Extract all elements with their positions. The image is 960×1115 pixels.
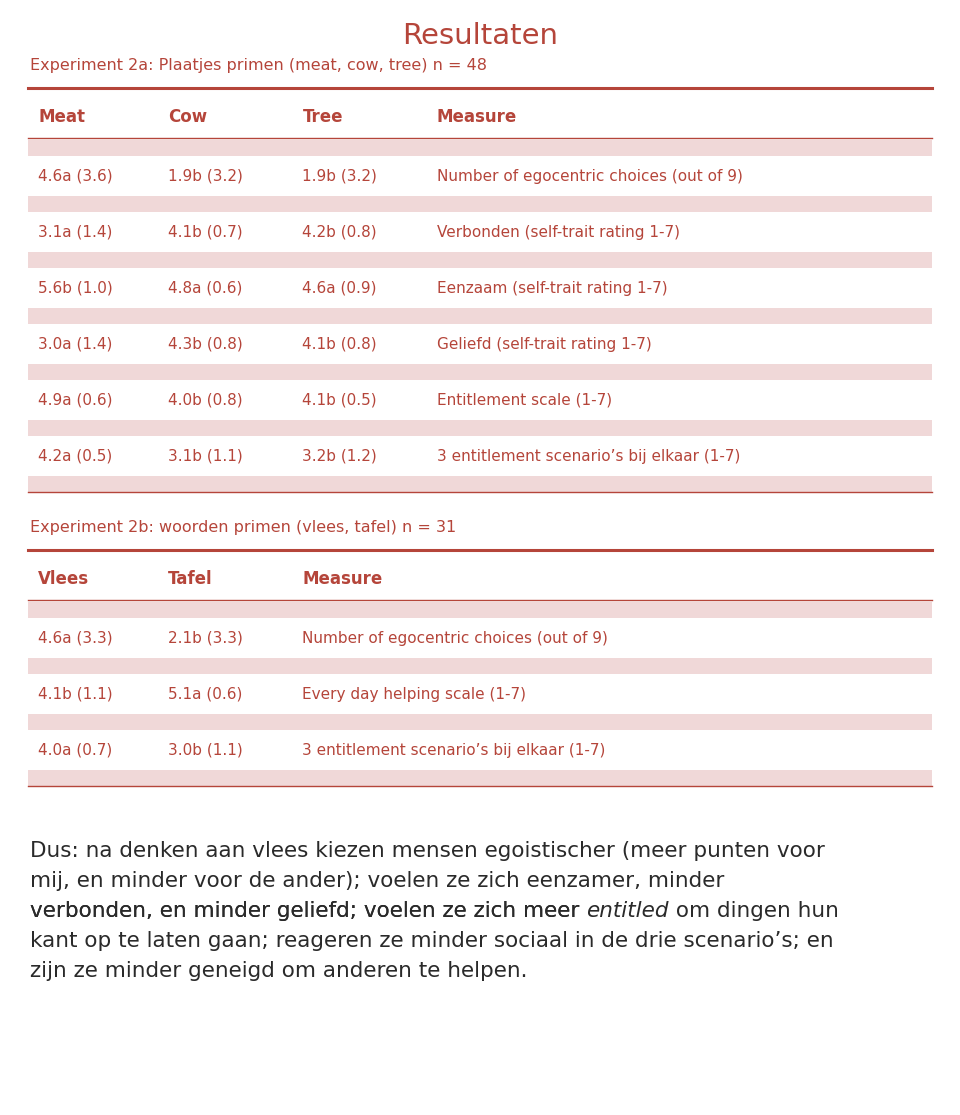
- Text: 4.1b (0.5): 4.1b (0.5): [302, 392, 377, 407]
- Text: 5.6b (1.0): 5.6b (1.0): [38, 281, 113, 295]
- Text: 4.6a (0.9): 4.6a (0.9): [302, 281, 377, 295]
- Text: 5.1a (0.6): 5.1a (0.6): [168, 687, 242, 701]
- Text: mij, en minder voor de ander); voelen ze zich eenzamer, minder: mij, en minder voor de ander); voelen ze…: [30, 871, 725, 891]
- Bar: [28, 476, 932, 492]
- Text: 4.2a (0.5): 4.2a (0.5): [38, 448, 112, 464]
- Text: 4.0b (0.8): 4.0b (0.8): [168, 392, 243, 407]
- Bar: [28, 308, 932, 324]
- Text: 3 entitlement scenario’s bij elkaar (1-7): 3 entitlement scenario’s bij elkaar (1-7…: [437, 448, 740, 464]
- Text: Geliefd (self-trait rating 1-7): Geliefd (self-trait rating 1-7): [437, 337, 652, 351]
- Bar: [28, 714, 932, 730]
- Text: 3.2b (1.2): 3.2b (1.2): [302, 448, 377, 464]
- Text: entitled: entitled: [587, 901, 669, 921]
- Text: 1.9b (3.2): 1.9b (3.2): [302, 168, 377, 184]
- Bar: [28, 770, 932, 786]
- Bar: [28, 363, 932, 380]
- Bar: [28, 196, 932, 212]
- Bar: [28, 140, 932, 156]
- Text: 4.6a (3.3): 4.6a (3.3): [38, 630, 113, 646]
- Text: Measure: Measure: [302, 570, 383, 588]
- Text: Number of egocentric choices (out of 9): Number of egocentric choices (out of 9): [302, 630, 609, 646]
- Bar: [28, 252, 932, 268]
- Text: Cow: Cow: [168, 108, 207, 126]
- Text: 4.2b (0.8): 4.2b (0.8): [302, 224, 377, 240]
- Text: Dus: na denken aan vlees kiezen mensen egoistischer (meer punten voor: Dus: na denken aan vlees kiezen mensen e…: [30, 841, 825, 861]
- Text: om dingen hun: om dingen hun: [669, 901, 839, 921]
- Text: 4.9a (0.6): 4.9a (0.6): [38, 392, 113, 407]
- Text: 3 entitlement scenario’s bij elkaar (1-7): 3 entitlement scenario’s bij elkaar (1-7…: [302, 743, 606, 757]
- Text: Resultaten: Resultaten: [402, 22, 558, 50]
- Text: Verbonden (self-trait rating 1-7): Verbonden (self-trait rating 1-7): [437, 224, 680, 240]
- Text: Vlees: Vlees: [38, 570, 89, 588]
- Bar: [28, 602, 932, 618]
- Text: 2.1b (3.3): 2.1b (3.3): [168, 630, 243, 646]
- Bar: [28, 420, 932, 436]
- Text: 3.0a (1.4): 3.0a (1.4): [38, 337, 112, 351]
- Text: 4.1b (0.7): 4.1b (0.7): [168, 224, 243, 240]
- Text: Number of egocentric choices (out of 9): Number of egocentric choices (out of 9): [437, 168, 743, 184]
- Bar: [28, 658, 932, 673]
- Text: 3.0b (1.1): 3.0b (1.1): [168, 743, 243, 757]
- Text: verbonden, en minder geliefd; voelen ze zich meer: verbonden, en minder geliefd; voelen ze …: [30, 901, 587, 921]
- Text: 1.9b (3.2): 1.9b (3.2): [168, 168, 243, 184]
- Text: Experiment 2a: Plaatjes primen (meat, cow, tree) n = 48: Experiment 2a: Plaatjes primen (meat, co…: [30, 58, 487, 72]
- Text: Experiment 2b: woorden primen (vlees, tafel) n = 31: Experiment 2b: woorden primen (vlees, ta…: [30, 520, 456, 535]
- Text: 4.8a (0.6): 4.8a (0.6): [168, 281, 242, 295]
- Text: zijn ze minder geneigd om anderen te helpen.: zijn ze minder geneigd om anderen te hel…: [30, 961, 527, 981]
- Text: Eenzaam (self-trait rating 1-7): Eenzaam (self-trait rating 1-7): [437, 281, 667, 295]
- Text: Entitlement scale (1-7): Entitlement scale (1-7): [437, 392, 612, 407]
- Text: 3.1a (1.4): 3.1a (1.4): [38, 224, 112, 240]
- Text: Every day helping scale (1-7): Every day helping scale (1-7): [302, 687, 526, 701]
- Text: Tree: Tree: [302, 108, 343, 126]
- Text: 4.0a (0.7): 4.0a (0.7): [38, 743, 112, 757]
- Text: Measure: Measure: [437, 108, 517, 126]
- Text: 4.3b (0.8): 4.3b (0.8): [168, 337, 243, 351]
- Text: 4.1b (1.1): 4.1b (1.1): [38, 687, 113, 701]
- Text: verbonden, en minder geliefd; voelen ze zich meer: verbonden, en minder geliefd; voelen ze …: [30, 901, 587, 921]
- Text: Tafel: Tafel: [168, 570, 212, 588]
- Text: 4.1b (0.8): 4.1b (0.8): [302, 337, 377, 351]
- Text: kant op te laten gaan; reageren ze minder sociaal in de drie scenario’s; en: kant op te laten gaan; reageren ze minde…: [30, 931, 833, 951]
- Text: Meat: Meat: [38, 108, 85, 126]
- Text: 4.6a (3.6): 4.6a (3.6): [38, 168, 113, 184]
- Text: 3.1b (1.1): 3.1b (1.1): [168, 448, 243, 464]
